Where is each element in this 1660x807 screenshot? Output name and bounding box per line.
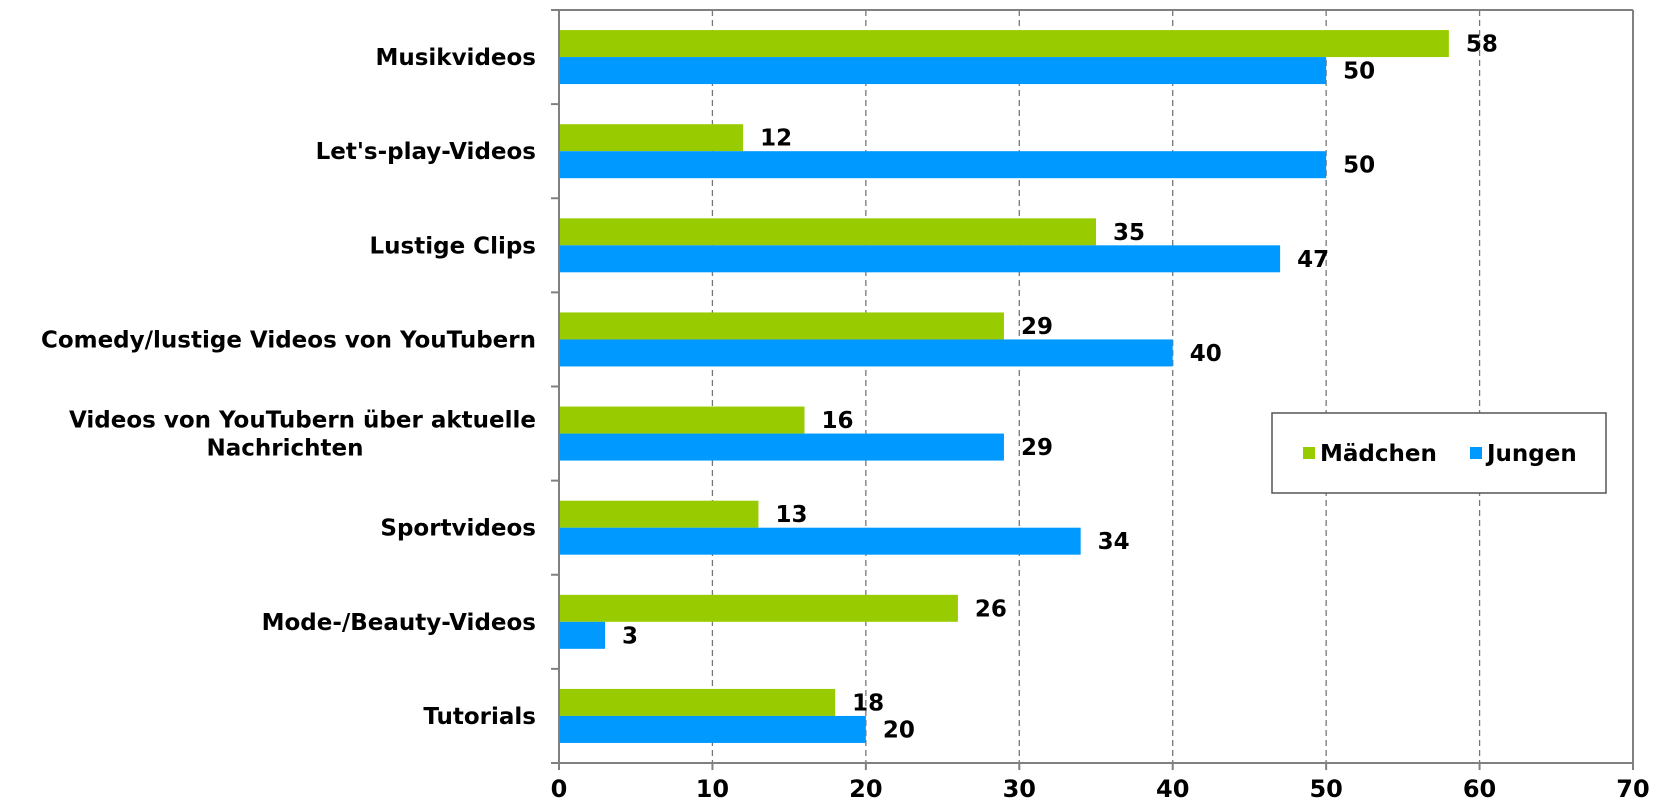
legend-swatch-jungen bbox=[1470, 447, 1482, 459]
x-tick-label: 40 bbox=[1156, 775, 1189, 803]
x-tick-label: 30 bbox=[1003, 775, 1036, 803]
gridlines bbox=[711, 10, 1481, 763]
category-labels: Musikvideos Let's-play-Videos Lustige Clip… bbox=[41, 45, 536, 730]
category-label: Let's-play-Videos bbox=[316, 139, 536, 165]
x-tick-labels: 0 10 20 30 40 50 60 70 bbox=[551, 775, 1650, 803]
bar-jungen bbox=[559, 339, 1173, 367]
bars bbox=[559, 30, 1449, 743]
category-label: Lustige Clips bbox=[370, 233, 536, 259]
x-tick-label: 60 bbox=[1463, 775, 1496, 803]
bar-maedchen bbox=[559, 312, 1004, 340]
legend-label-maedchen: Mädchen bbox=[1320, 441, 1437, 467]
x-tick-label: 70 bbox=[1616, 775, 1649, 803]
x-tick-label: 50 bbox=[1309, 775, 1342, 803]
bar-maedchen bbox=[559, 124, 744, 152]
x-tick-label: 20 bbox=[849, 775, 882, 803]
data-label: 34 bbox=[1098, 529, 1130, 555]
legend: Mädchen Jungen bbox=[1271, 412, 1607, 494]
data-label: 20 bbox=[883, 717, 915, 743]
data-label: 35 bbox=[1113, 220, 1145, 246]
data-label: 40 bbox=[1190, 341, 1222, 367]
category-label: Tutorials bbox=[423, 704, 536, 730]
bar-maedchen bbox=[559, 406, 805, 434]
bar-maedchen bbox=[559, 218, 1096, 246]
bar-jungen bbox=[559, 433, 1004, 461]
data-label: 50 bbox=[1343, 153, 1375, 179]
bar-maedchen bbox=[559, 594, 958, 622]
bar-jungen bbox=[559, 151, 1327, 179]
x-tick-label: 10 bbox=[696, 775, 729, 803]
data-label: 12 bbox=[760, 126, 792, 152]
bar-jungen bbox=[559, 715, 866, 743]
data-label: 29 bbox=[1021, 435, 1053, 461]
data-label: 18 bbox=[852, 690, 884, 716]
category-label: Comedy/lustige Videos von YouTubern bbox=[41, 327, 536, 353]
legend-box bbox=[1271, 412, 1607, 494]
bar-maedchen bbox=[559, 688, 836, 716]
category-label: Nachrichten bbox=[207, 436, 364, 462]
bar-jungen bbox=[559, 527, 1081, 555]
category-label: Musikvideos bbox=[375, 45, 536, 71]
bar-jungen bbox=[559, 621, 606, 649]
category-label: Videos von YouTubern über aktuelle bbox=[69, 408, 536, 434]
data-label: 50 bbox=[1343, 59, 1375, 85]
bar-maedchen bbox=[559, 30, 1449, 58]
data-label: 47 bbox=[1297, 247, 1329, 273]
bar-jungen bbox=[559, 245, 1281, 273]
data-label: 26 bbox=[975, 596, 1007, 622]
bar-jungen bbox=[559, 57, 1327, 85]
category-label: Sportvideos bbox=[380, 516, 536, 542]
data-label: 16 bbox=[821, 408, 853, 434]
category-label: Mode-/Beauty-Videos bbox=[262, 610, 536, 636]
legend-label-jungen: Jungen bbox=[1485, 441, 1577, 467]
bar-maedchen bbox=[559, 500, 759, 528]
data-label: 3 bbox=[622, 623, 638, 649]
data-label: 29 bbox=[1021, 314, 1053, 340]
axes bbox=[551, 9, 1634, 770]
data-label: 58 bbox=[1466, 32, 1498, 58]
data-label: 13 bbox=[775, 502, 807, 528]
x-tick-label: 0 bbox=[551, 775, 568, 803]
legend-swatch-maedchen bbox=[1303, 447, 1315, 459]
